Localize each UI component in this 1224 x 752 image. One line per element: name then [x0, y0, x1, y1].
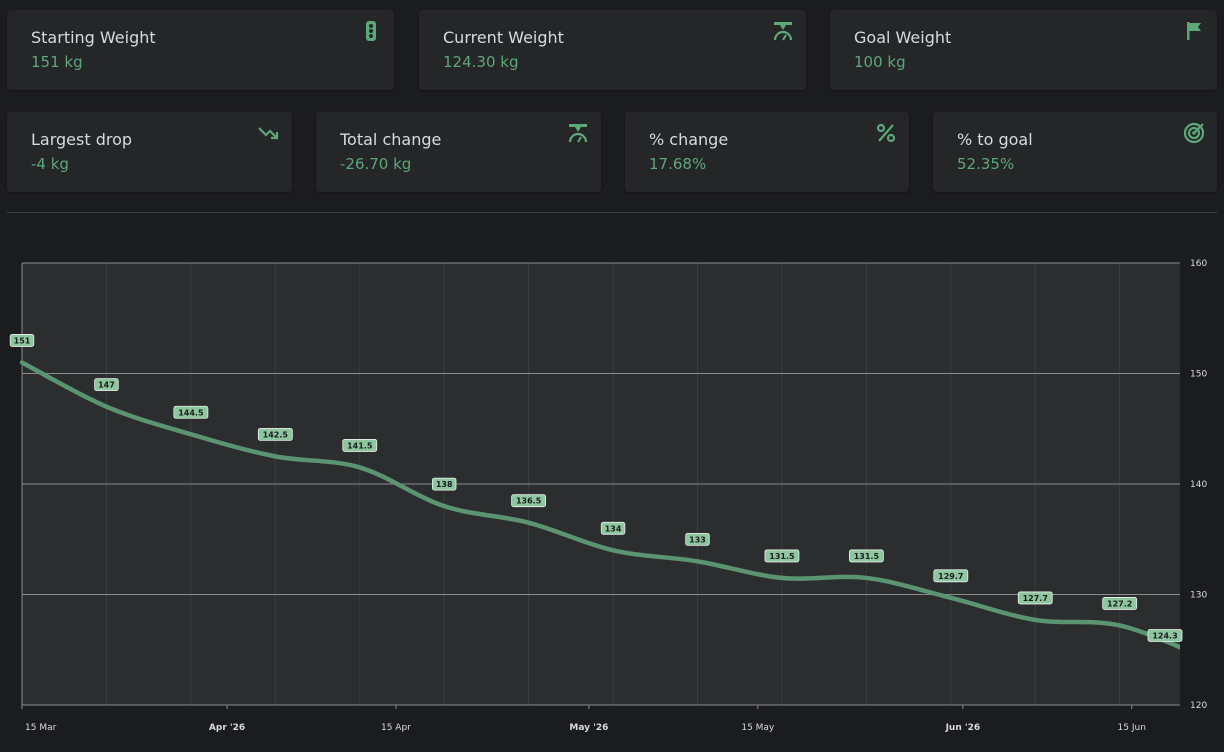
stat-label: % change	[649, 130, 729, 149]
data-label: 147	[94, 378, 119, 392]
series-line-weight	[19, 360, 1180, 650]
stat-card-percent-change: % change 17.68%	[625, 112, 909, 192]
trending-down-icon	[258, 127, 279, 140]
stat-value: -4 kg	[31, 155, 69, 173]
x-tick-label: 15 Mar	[25, 723, 57, 733]
data-label: 133	[685, 532, 710, 546]
data-label-box	[173, 405, 209, 419]
data-label-text: 142.5	[263, 430, 289, 439]
data-label-box	[1017, 591, 1053, 605]
target-icon	[1183, 122, 1205, 144]
data-label-box	[1102, 597, 1138, 610]
data-label-box	[257, 427, 293, 441]
data-label-text: 147	[98, 381, 115, 390]
stat-card-percent-to-goal: % to goal 52.35%	[933, 112, 1217, 192]
stat-label: Total change	[340, 130, 442, 149]
flag-icon	[1187, 22, 1201, 40]
stat-card-total-change: Total change -26.70 kg	[316, 112, 601, 192]
data-label-box	[848, 549, 884, 563]
data-label-text: 133	[689, 535, 706, 544]
x-tick-label: 15 Jun	[1118, 723, 1146, 733]
scale-icon	[568, 124, 588, 143]
data-label-box	[764, 549, 800, 563]
data-label-text: 144.5	[178, 408, 204, 417]
data-label: 127.7	[1017, 591, 1053, 605]
y-tick-label: 120	[1190, 701, 1207, 711]
data-label: 151	[9, 334, 35, 347]
data-label: 138	[431, 477, 457, 491]
stat-value: -26.70 kg	[340, 155, 412, 173]
data-label-text: 141.5	[347, 441, 373, 450]
y-tick-label: 160	[1190, 259, 1207, 269]
scale-icon	[773, 22, 793, 41]
data-label-text: 134	[605, 524, 622, 533]
y-tick-label: 130	[1190, 591, 1207, 601]
data-label-box	[431, 477, 457, 491]
data-label-text: 138	[436, 480, 453, 489]
data-label-box	[9, 334, 35, 347]
data-label: 129.7	[933, 569, 969, 583]
stat-value: 100 kg	[854, 53, 906, 71]
stat-value: 17.68%	[649, 155, 707, 173]
data-label-text: 129.7	[938, 572, 963, 581]
stat-value: 52.35%	[957, 155, 1015, 173]
data-label-box	[685, 532, 710, 546]
data-label-text: 131.5	[769, 552, 795, 561]
stat-card-current-weight: Current Weight 124.30 kg	[419, 10, 806, 90]
data-label: 142.5	[257, 427, 293, 441]
stat-value: 124.30 kg	[443, 53, 519, 71]
data-label-text: 127.2	[1107, 599, 1132, 608]
stat-label: Goal Weight	[854, 28, 952, 47]
stat-label: Largest drop	[31, 130, 133, 149]
data-label-box	[94, 378, 119, 392]
data-label-text: 124.3	[1152, 631, 1177, 640]
data-label-box	[1147, 629, 1183, 642]
data-label: 141.5	[342, 439, 378, 452]
data-label-text: 127.7	[1023, 594, 1048, 603]
y-tick-label: 150	[1190, 370, 1207, 380]
stat-card-starting-weight: Starting Weight 151 kg	[7, 10, 394, 90]
section-divider	[7, 212, 1217, 213]
x-tick-label: Jun '26	[945, 723, 981, 733]
x-tick-label: 15 May	[741, 723, 775, 733]
data-label: 136.5	[511, 494, 547, 508]
stat-value: 151 kg	[31, 53, 83, 71]
x-tick-label: May '26	[569, 723, 608, 733]
x-tick-label: Apr '26	[209, 723, 245, 733]
data-label-box	[600, 521, 626, 535]
weight-chart[interactable]: 120 130 140 150 160 15 Mar Apr '26 15 Apr May '…	[0, 240, 1224, 752]
data-label-box	[511, 494, 547, 508]
stat-card-goal-weight: Goal Weight 100 kg	[830, 10, 1217, 90]
stat-label: Starting Weight	[31, 28, 156, 47]
data-label-text: 131.5	[854, 552, 880, 561]
data-label: 131.5	[764, 549, 800, 563]
data-label-box	[933, 569, 969, 583]
data-label: 134	[600, 521, 626, 535]
percent-icon	[876, 123, 896, 143]
data-label-box	[342, 439, 378, 452]
traffic-light-icon	[366, 21, 376, 41]
data-label: 124.3	[1147, 629, 1183, 642]
y-tick-label: 140	[1190, 480, 1207, 490]
data-label-text: 136.5	[516, 497, 542, 506]
data-label: 131.5	[848, 549, 884, 563]
stat-label: Current Weight	[443, 28, 564, 47]
data-label: 144.5	[173, 405, 209, 419]
data-label-text: 151	[14, 336, 31, 345]
stat-label: % to goal	[957, 130, 1033, 149]
stat-card-largest-drop: Largest drop -4 kg	[7, 112, 292, 192]
data-label: 127.2	[1102, 597, 1138, 610]
x-tick-label: 15 Apr	[381, 723, 411, 733]
